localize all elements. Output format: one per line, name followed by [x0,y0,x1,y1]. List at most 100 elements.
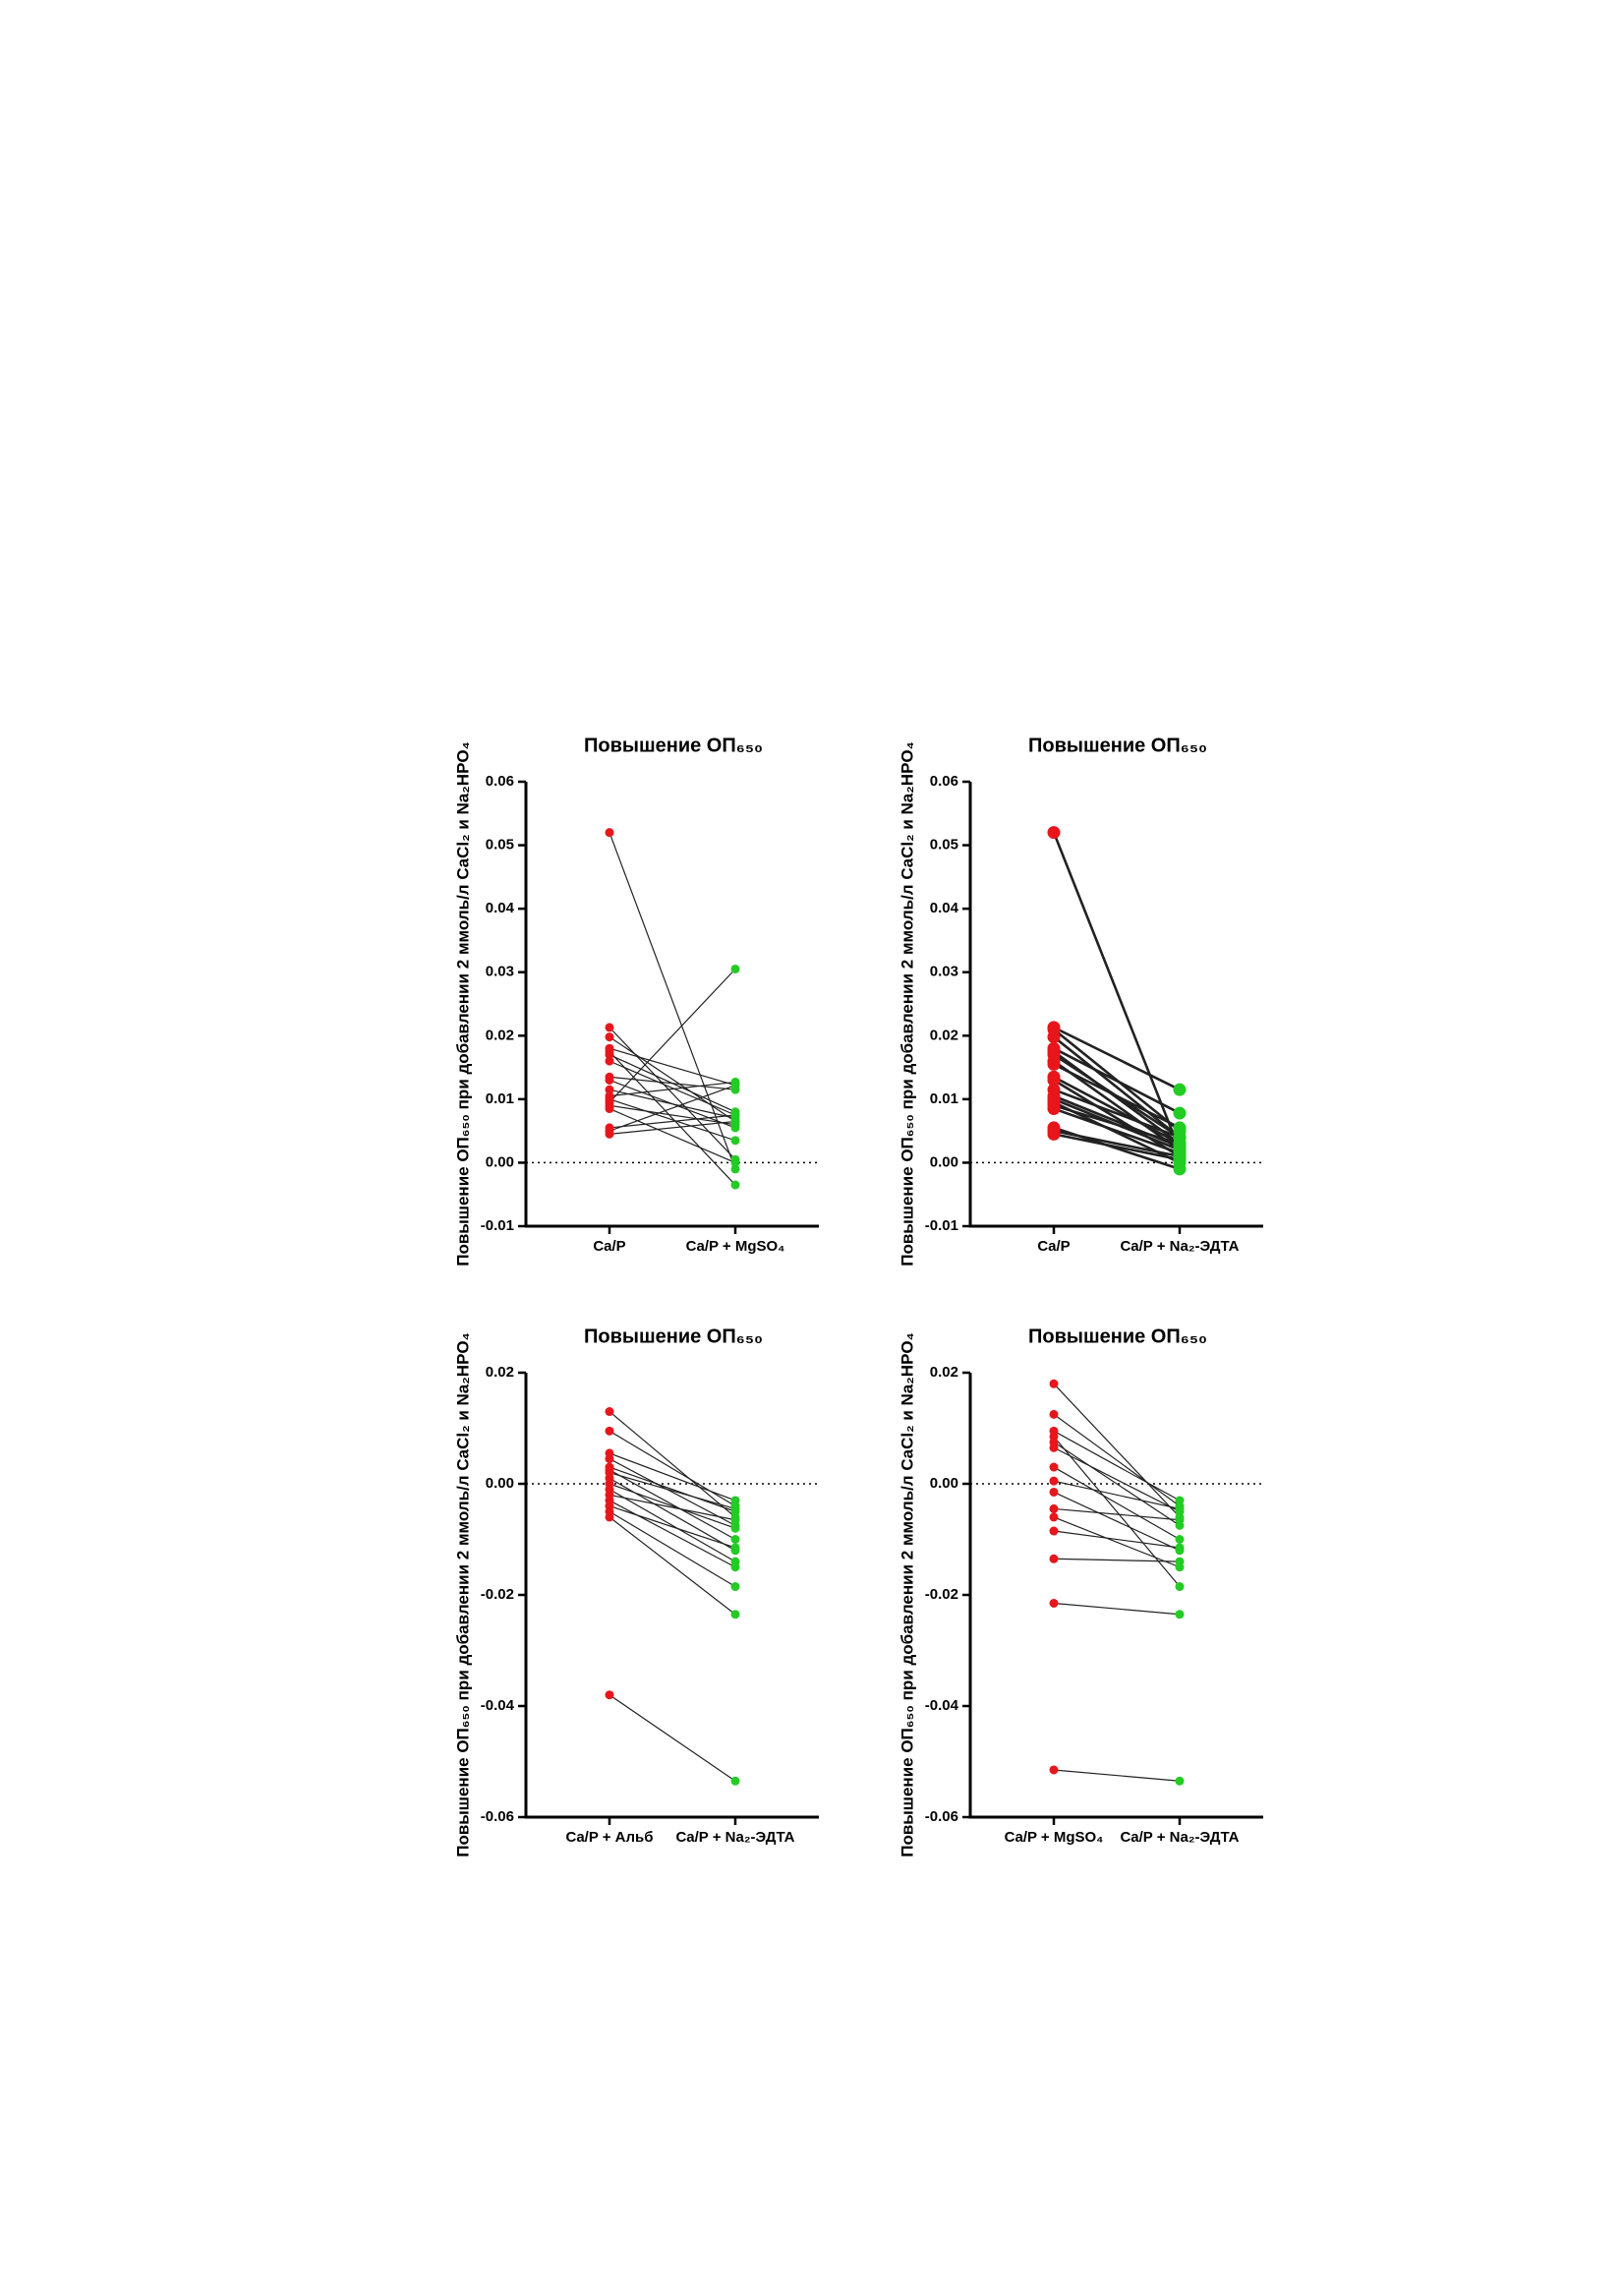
dot [730,1157,740,1167]
x-tick-label: Ca/P [1037,1238,1070,1255]
dot [730,1776,740,1786]
pair-line [609,1500,736,1568]
dot [730,1164,740,1174]
dot [1049,1442,1059,1452]
dot [1049,1765,1059,1775]
pair-line [1053,1413,1181,1507]
dot [605,1690,614,1700]
pair-line [1052,832,1182,1150]
dot [1049,1554,1059,1563]
pair-line [1053,1558,1181,1562]
pair-line [1053,1491,1181,1552]
pair-line [1053,1602,1181,1616]
dot [605,1407,614,1417]
y-tick-label: 0.03 [930,964,958,980]
y-axis-label: Повышение ОП₆₅₀ при добавлении 2 ммоль/л… [453,1332,472,1857]
dot [730,1543,740,1553]
y-tick-label: 0.03 [486,964,514,980]
pair-line [609,1430,736,1507]
y-tick-label: 0.00 [930,1153,958,1170]
pair-line [609,1477,736,1552]
dot [730,1610,740,1619]
dot [1173,1152,1187,1166]
dot [1175,1496,1185,1505]
pair-line [1053,1079,1181,1158]
dot [1047,826,1061,840]
pair-line [609,1494,736,1521]
dot [1175,1776,1185,1786]
chart-title: Повышение ОП₆₅₀ [584,1325,763,1347]
dot [730,1523,740,1533]
y-axis-label: Повышение ОП₆₅₀ при добавлении 2 ммоль/л… [898,1332,916,1857]
pair-line [1053,1480,1181,1510]
pair-line [1053,1516,1181,1568]
pair-line [1053,1466,1181,1541]
y-tick-label: 0.06 [930,773,958,790]
pair-line [609,1452,736,1501]
dot [730,1562,740,1572]
y-tick-label: 0.00 [930,1475,958,1492]
pair-line [609,1104,736,1126]
dot [605,828,614,838]
y-tick-label: -0.02 [481,1586,514,1603]
pair-line [609,1107,736,1163]
x-tick-label: Ca/P + MgSO₄ [686,1238,785,1255]
y-tick-label: 0.04 [930,900,959,916]
dot [1175,1535,1185,1544]
x-tick-label: Ca/P + Альб [565,1829,653,1846]
x-tick-label: Ca/P + Na₂-ЭДТА [1120,1829,1239,1846]
y-tick-label: -0.04 [925,1697,959,1714]
x-tick-label: Ca/P [593,1238,625,1255]
x-tick-label: Ca/P + Na₂-ЭДТА [1120,1238,1239,1255]
chart-title: Повышение ОП₆₅₀ [584,735,763,756]
pair-line [1053,1133,1181,1161]
pair-line [609,1114,736,1129]
dot [1049,1526,1059,1536]
y-tick-label: 0.04 [486,900,515,916]
y-tick-label: 0.02 [930,1364,958,1381]
pair-line [1053,1446,1181,1512]
dot [1047,1030,1061,1044]
pair-line [609,1466,736,1512]
dot [1047,1073,1061,1087]
pair-line [1053,1035,1181,1139]
y-tick-label: -0.04 [481,1697,515,1714]
dot [1049,1476,1059,1486]
y-tick-label: -0.06 [925,1808,958,1825]
pair-line [609,1505,736,1549]
y-tick-label: 0.02 [486,1364,514,1381]
x-tick-label: Ca/P + Na₂-ЭДТА [675,1829,794,1846]
dot [1049,1462,1059,1472]
dot [1049,1409,1059,1419]
dot [730,1180,740,1190]
pair-line [609,1469,736,1541]
pair-line [1053,1507,1181,1521]
pair-line [1053,1436,1181,1587]
dot [1047,1102,1061,1116]
pair-line [1053,1088,1181,1139]
pair-line [609,1120,736,1135]
y-tick-label: -0.02 [925,1586,958,1603]
pair-line [609,1694,736,1782]
dot [605,1050,614,1060]
dot [730,1081,740,1090]
pair-line [609,1060,736,1116]
pair-line [609,1489,736,1562]
pair-line [609,1510,736,1588]
pair-line [609,1089,736,1119]
y-axis-label: Повышение ОП₆₅₀ при добавлении 2 ммоль/л… [453,741,472,1266]
dot [730,1496,740,1505]
y-tick-label: 0.05 [486,837,514,854]
pair-line [1053,1769,1181,1782]
pair-line [1053,1104,1181,1146]
dot [1047,1127,1061,1141]
dot [730,1110,740,1120]
pair-line [1053,1129,1181,1158]
dot [605,1129,614,1139]
pair-line [609,1483,736,1529]
dot [605,1075,614,1085]
dot [605,1512,614,1522]
pair-line [609,1458,736,1526]
dot [730,1503,740,1513]
